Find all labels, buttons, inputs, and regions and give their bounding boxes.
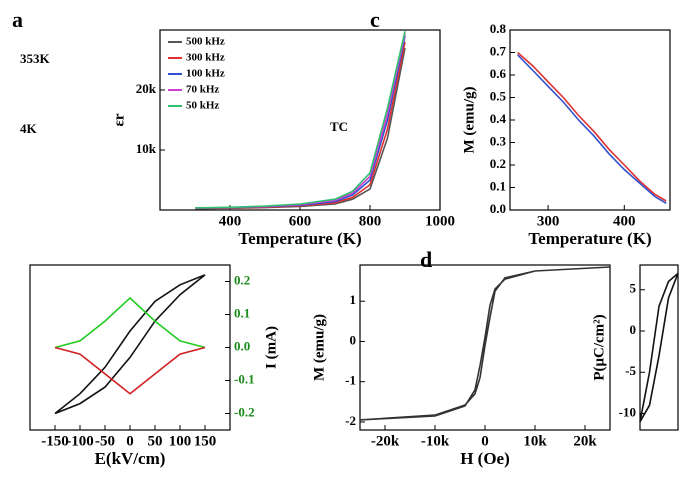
- y-tick-label: 0.7: [490, 43, 507, 58]
- y-tick-label: 0.4: [490, 111, 507, 126]
- y-tick-label: 20k: [136, 81, 157, 96]
- y-tick-label: -5: [625, 363, 636, 378]
- x-tick-label: -50: [95, 433, 115, 449]
- plot-frame: [509, 29, 671, 211]
- y-tick-label: -2: [345, 413, 356, 428]
- y-tick-label: 0.5: [490, 88, 507, 103]
- y-tick-label: 0.1: [490, 178, 506, 193]
- x-tick-label: -10k: [421, 433, 450, 449]
- series-line: [194, 47, 406, 210]
- y-axis-label: M (emu/g): [311, 314, 327, 381]
- plot-frame: [29, 264, 231, 431]
- y-tick-label: -0.2: [234, 404, 255, 419]
- x-tick-label: 400: [219, 213, 242, 229]
- x-tick-label: 50: [148, 433, 163, 449]
- y-tick-label: -0.1: [234, 371, 255, 386]
- x-axis-label: E(kV/cm): [95, 449, 166, 468]
- y-tick-label: 0.3: [490, 133, 507, 148]
- x-tick-label: -150: [41, 433, 69, 449]
- series-line: [54, 296, 206, 349]
- x-tick-label: 0: [126, 433, 134, 449]
- annotation: 4K: [20, 121, 38, 136]
- series-line: [54, 346, 206, 395]
- y-tick-label: 10k: [136, 141, 157, 156]
- annotation: TC: [330, 119, 348, 134]
- x-axis-label: Temperature (K): [238, 229, 361, 248]
- y-tick-label: 0.2: [490, 156, 506, 171]
- y-axis-label: εr: [111, 113, 127, 126]
- panel-label: c: [370, 7, 380, 32]
- series-line: [639, 272, 679, 423]
- legend-label: 500 kHz: [186, 36, 225, 48]
- x-axis-label: H (Oe): [460, 449, 510, 468]
- y-tick-label: 0: [350, 332, 357, 347]
- x-tick-label: 150: [194, 433, 217, 449]
- x-tick-label: 800: [359, 213, 382, 229]
- x-tick-label: -100: [66, 433, 94, 449]
- panel-label: d: [420, 247, 432, 272]
- series-line: [194, 35, 406, 209]
- series-line: [517, 54, 667, 204]
- y-tick-label: 0.2: [234, 272, 250, 287]
- y-tick-label: 0.8: [490, 21, 507, 36]
- legend-label: 300 kHz: [186, 52, 225, 64]
- annotation: 353K: [20, 51, 51, 66]
- y-axis-label: M (emu/g): [461, 86, 477, 153]
- y-tick-label: 0.0: [490, 201, 506, 216]
- x-tick-label: 20k: [573, 433, 597, 449]
- plot-frame: [639, 264, 679, 431]
- x-tick-label: 0: [481, 433, 489, 449]
- series-line: [359, 266, 611, 421]
- series-line: [517, 51, 667, 202]
- panel-label: a: [12, 7, 23, 32]
- y-tick-label: 1: [350, 292, 357, 307]
- legend-label: 100 kHz: [186, 68, 225, 80]
- y-tick-label: 0: [630, 322, 637, 337]
- x-tick-label: 10k: [523, 433, 547, 449]
- y-axis-label: P(μC/cm²): [591, 314, 607, 380]
- legend-label: 70 kHz: [186, 84, 219, 96]
- y-tick-label: 0.0: [234, 338, 250, 353]
- x-tick-label: 400: [613, 213, 636, 229]
- y-tick-label: 0.6: [490, 66, 507, 81]
- x-tick-label: 1000: [425, 213, 455, 229]
- series-line: [194, 41, 406, 210]
- x-tick-label: 100: [169, 433, 192, 449]
- series-line: [54, 274, 206, 415]
- y-axis-label: I (mA): [263, 326, 279, 369]
- x-tick-label: 300: [537, 213, 560, 229]
- series-line: [194, 31, 406, 209]
- y-tick-label: -1: [345, 373, 356, 388]
- x-tick-label: 600: [289, 213, 312, 229]
- x-tick-label: -20k: [371, 433, 400, 449]
- y-tick-label: -10: [619, 404, 636, 419]
- y-tick-label: 0.1: [234, 305, 250, 320]
- series-line: [194, 32, 406, 209]
- x-axis-label: Temperature (K): [528, 229, 651, 248]
- y-tick-label: 5: [630, 281, 637, 296]
- legend-label: 50 kHz: [186, 100, 219, 112]
